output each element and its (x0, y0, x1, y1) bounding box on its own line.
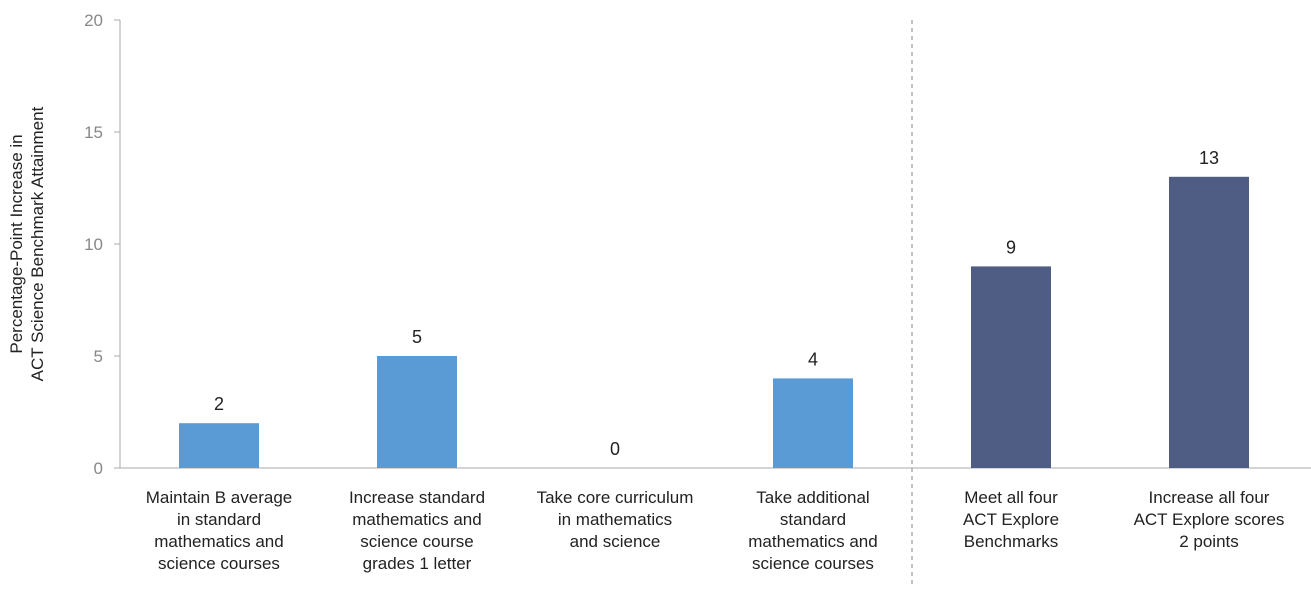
x-category-label: Increase standard (349, 488, 485, 507)
bar-value-label: 5 (412, 327, 422, 347)
bar-value-label: 4 (808, 349, 818, 369)
x-category-label: science courses (158, 554, 280, 573)
y-axis-title: Percentage-Point Increase in (7, 134, 26, 353)
x-category-label: mathematics and (748, 532, 877, 551)
x-category-label: ACT Explore (963, 510, 1059, 529)
y-axis-title: ACT Science Benchmark Attainment (28, 106, 47, 381)
bar (773, 378, 853, 468)
bar-value-label: 9 (1006, 237, 1016, 257)
bar-value-label: 0 (610, 439, 620, 459)
x-category-label: science course (360, 532, 473, 551)
y-tick-label: 0 (94, 459, 103, 478)
x-category-label: 2 points (1179, 532, 1239, 551)
bar (179, 423, 259, 468)
x-category-label: Increase all four (1149, 488, 1270, 507)
x-category-label: Take core curriculum (537, 488, 694, 507)
x-category-label: in standard (177, 510, 261, 529)
x-category-label: ACT Explore scores (1134, 510, 1285, 529)
x-category-label: mathematics and (154, 532, 283, 551)
x-category-label: science courses (752, 554, 874, 573)
x-category-label: standard (780, 510, 846, 529)
x-category-label: and science (570, 532, 661, 551)
bar (971, 266, 1051, 468)
x-category-label: mathematics and (352, 510, 481, 529)
bar (1169, 176, 1249, 469)
x-category-label: grades 1 letter (363, 554, 472, 573)
x-category-label: in mathematics (558, 510, 672, 529)
x-category-label: Benchmarks (964, 532, 1058, 551)
y-tick-label: 5 (94, 347, 103, 366)
bar-value-label: 13 (1199, 148, 1219, 168)
x-category-label: Maintain B average (146, 488, 292, 507)
bar-value-label: 2 (214, 394, 224, 414)
y-tick-label: 15 (84, 123, 103, 142)
x-category-label: Take additional (756, 488, 869, 507)
y-tick-label: 20 (84, 11, 103, 30)
bar (377, 356, 457, 468)
y-tick-label: 10 (84, 235, 103, 254)
x-category-label: Meet all four (964, 488, 1058, 507)
